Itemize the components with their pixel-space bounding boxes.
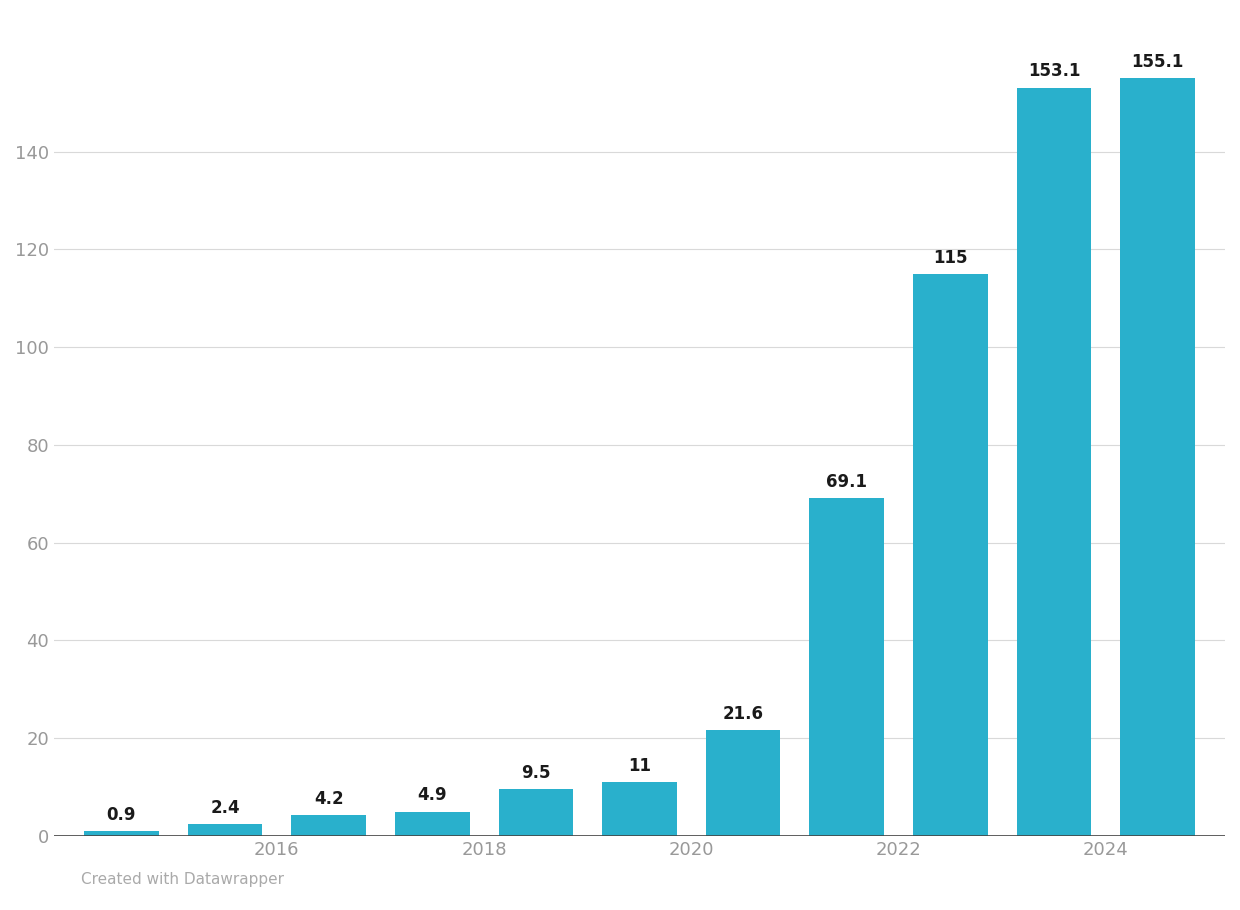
- Bar: [913, 274, 988, 835]
- Text: 69.1: 69.1: [826, 473, 867, 490]
- Text: Created with Datawrapper: Created with Datawrapper: [81, 873, 284, 887]
- Bar: [291, 815, 366, 835]
- Text: 9.5: 9.5: [521, 764, 551, 782]
- Bar: [810, 498, 884, 835]
- Bar: [187, 824, 263, 835]
- Text: 115: 115: [934, 248, 967, 267]
- Text: 2.4: 2.4: [210, 799, 239, 816]
- Bar: [1017, 87, 1091, 835]
- Bar: [498, 789, 573, 835]
- Text: 11: 11: [627, 757, 651, 774]
- Text: 153.1: 153.1: [1028, 63, 1080, 80]
- Bar: [1120, 78, 1195, 835]
- Text: 4.2: 4.2: [314, 790, 343, 808]
- Bar: [84, 832, 159, 835]
- Text: 0.9: 0.9: [107, 806, 136, 824]
- Bar: [603, 782, 677, 835]
- Text: 4.9: 4.9: [418, 786, 448, 804]
- Bar: [706, 730, 780, 835]
- Text: 21.6: 21.6: [723, 705, 764, 723]
- Bar: [394, 812, 470, 835]
- Text: 155.1: 155.1: [1131, 53, 1184, 71]
